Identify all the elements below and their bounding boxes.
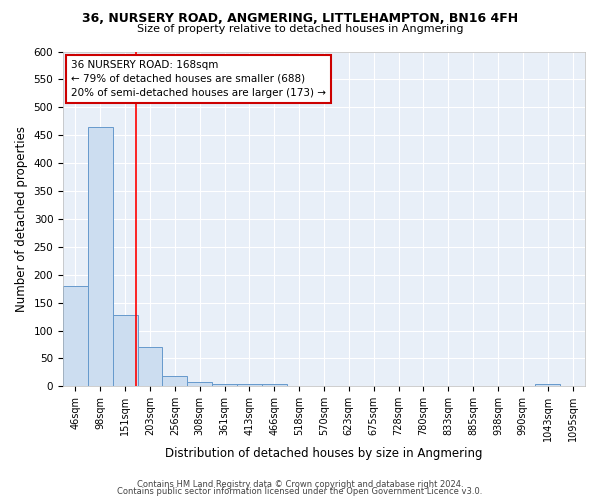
Text: Contains HM Land Registry data © Crown copyright and database right 2024.: Contains HM Land Registry data © Crown c… <box>137 480 463 489</box>
Bar <box>212 384 237 386</box>
Bar <box>63 286 88 386</box>
Text: 36, NURSERY ROAD, ANGMERING, LITTLEHAMPTON, BN16 4FH: 36, NURSERY ROAD, ANGMERING, LITTLEHAMPT… <box>82 12 518 26</box>
X-axis label: Distribution of detached houses by size in Angmering: Distribution of detached houses by size … <box>165 447 483 460</box>
Y-axis label: Number of detached properties: Number of detached properties <box>15 126 28 312</box>
Text: Contains public sector information licensed under the Open Government Licence v3: Contains public sector information licen… <box>118 487 482 496</box>
Bar <box>113 316 137 386</box>
Bar <box>262 384 287 386</box>
Bar <box>237 384 262 386</box>
Bar <box>163 376 187 386</box>
Text: 36 NURSERY ROAD: 168sqm
← 79% of detached houses are smaller (688)
20% of semi-d: 36 NURSERY ROAD: 168sqm ← 79% of detache… <box>71 60 326 98</box>
Text: Size of property relative to detached houses in Angmering: Size of property relative to detached ho… <box>137 24 463 34</box>
Bar <box>535 384 560 386</box>
Bar <box>137 348 163 387</box>
Bar <box>88 127 113 386</box>
Bar <box>187 382 212 386</box>
